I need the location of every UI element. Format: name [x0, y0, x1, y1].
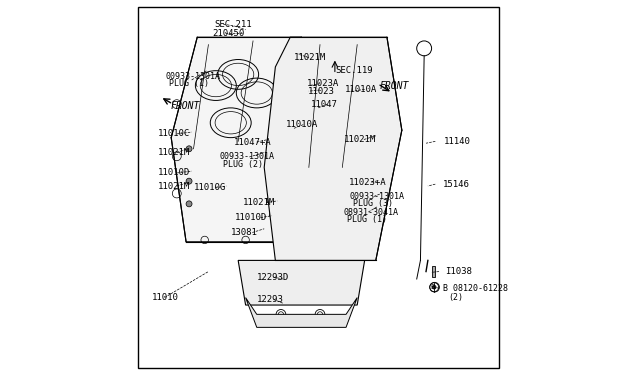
- Text: 13081: 13081: [231, 228, 257, 237]
- Text: 11010: 11010: [152, 293, 179, 302]
- Circle shape: [186, 178, 192, 184]
- Text: FRONT: FRONT: [380, 81, 409, 90]
- Text: FRONT: FRONT: [170, 101, 200, 111]
- Circle shape: [186, 201, 192, 207]
- Text: 11047: 11047: [310, 100, 337, 109]
- Text: 11023A: 11023A: [307, 79, 339, 88]
- Text: 11021M: 11021M: [157, 148, 189, 157]
- Text: SEC.211: SEC.211: [214, 20, 252, 29]
- Text: 11021M: 11021M: [243, 198, 275, 207]
- Text: 00933-1301A: 00933-1301A: [220, 153, 275, 161]
- Text: 12293D: 12293D: [257, 273, 289, 282]
- Text: PLUG (2): PLUG (2): [223, 160, 262, 169]
- Text: SEC.119: SEC.119: [335, 66, 372, 75]
- Text: 11010G: 11010G: [193, 183, 226, 192]
- Polygon shape: [246, 298, 357, 327]
- Text: 11023+A: 11023+A: [349, 178, 387, 187]
- Text: PLUG (1): PLUG (1): [347, 215, 387, 224]
- Text: 15146: 15146: [443, 180, 470, 189]
- Text: 00933-1301A: 00933-1301A: [349, 192, 404, 201]
- Text: 11010A: 11010A: [346, 85, 378, 94]
- Text: 11021M: 11021M: [157, 182, 189, 190]
- Text: I1038: I1038: [445, 267, 472, 276]
- Text: 11010D: 11010D: [157, 169, 189, 177]
- Polygon shape: [238, 260, 365, 305]
- Text: 11021M: 11021M: [344, 135, 376, 144]
- Text: (2): (2): [449, 293, 463, 302]
- Text: 11010A: 11010A: [286, 120, 318, 129]
- Circle shape: [267, 197, 273, 203]
- Polygon shape: [172, 37, 320, 242]
- Text: 11021M: 11021M: [294, 53, 326, 62]
- Text: 11047+A: 11047+A: [234, 138, 271, 147]
- Circle shape: [186, 146, 192, 152]
- Text: PLUG (1): PLUG (1): [168, 79, 209, 88]
- Text: 11140: 11140: [444, 137, 471, 146]
- Circle shape: [433, 285, 436, 289]
- Text: 08931-3041A: 08931-3041A: [343, 208, 398, 217]
- Text: B 08120-61228: B 08120-61228: [443, 284, 508, 293]
- Text: PLUG (3): PLUG (3): [353, 199, 394, 208]
- Text: B: B: [431, 284, 435, 290]
- Text: 11023: 11023: [308, 87, 335, 96]
- Polygon shape: [264, 37, 402, 260]
- Text: 12293: 12293: [257, 295, 284, 304]
- Text: 11010D: 11010D: [234, 213, 267, 222]
- Text: 11010C: 11010C: [157, 129, 189, 138]
- Text: 210450: 210450: [212, 29, 244, 38]
- Text: 00933-1301A: 00933-1301A: [166, 72, 221, 81]
- Polygon shape: [431, 266, 435, 277]
- Circle shape: [269, 212, 275, 218]
